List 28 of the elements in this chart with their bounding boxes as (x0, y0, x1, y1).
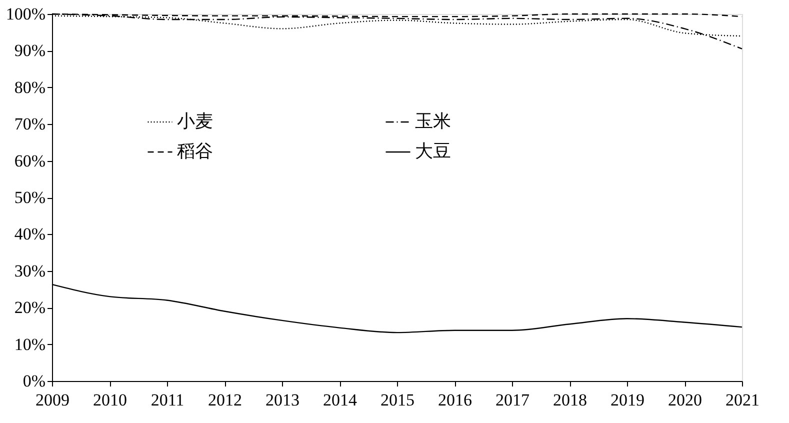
x-tick-label: 2015 (380, 390, 414, 410)
y-tick-label: 80% (14, 78, 46, 97)
x-tick-label: 2019 (610, 390, 644, 410)
y-tick-label: 100% (6, 4, 46, 24)
x-tick-label: 2018 (553, 390, 587, 410)
y-tick-label: 70% (14, 114, 46, 134)
y-tick-label: 0% (22, 372, 46, 390)
x-tick-label: 2013 (266, 390, 300, 410)
legend-label: 小麦 (177, 111, 213, 131)
legend-label: 大豆 (415, 141, 451, 161)
y-tick-label: 60% (14, 151, 46, 170)
x-tick-label: 2014 (323, 390, 358, 410)
legend-label: 稻谷 (177, 141, 213, 161)
legend-label: 玉米 (415, 111, 451, 131)
x-tick-label: 2009 (36, 390, 70, 410)
y-tick-label: 90% (14, 41, 46, 60)
y-tick-label: 10% (14, 334, 46, 354)
x-tick-label: 2010 (93, 390, 127, 410)
x-tick-label: 2021 (726, 390, 760, 410)
y-tick-label: 30% (14, 261, 46, 280)
y-tick-label: 40% (14, 224, 46, 244)
x-tick-label: 2016 (438, 390, 472, 410)
x-tick-label: 2017 (496, 390, 530, 410)
x-tick-label: 2012 (208, 390, 242, 410)
y-tick-label: 50% (14, 188, 46, 207)
y-tick-label: 20% (14, 298, 46, 318)
x-tick-label: 2020 (668, 390, 702, 410)
x-tick-label: 2011 (150, 390, 184, 410)
